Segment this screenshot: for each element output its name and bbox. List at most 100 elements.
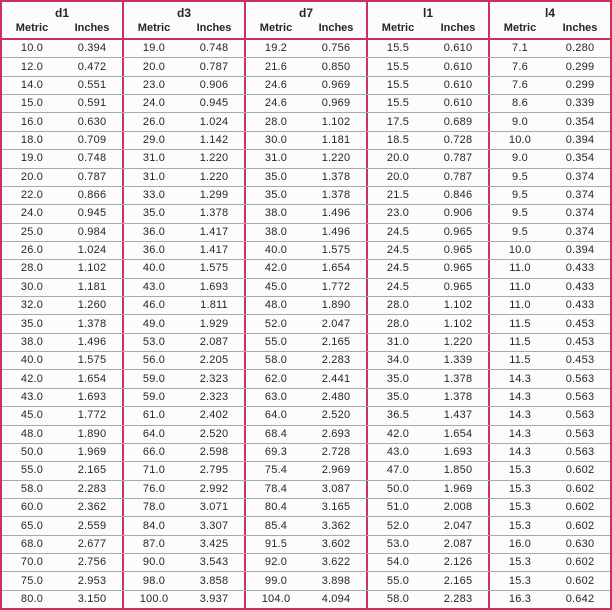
inches-value: 0.433 xyxy=(565,280,595,293)
metric-value: 24.0 xyxy=(142,97,166,110)
metric-value: 36.5 xyxy=(386,409,410,422)
row-group-d3: 53.0 2.087 xyxy=(124,333,246,352)
metric-value: 18.5 xyxy=(386,133,410,146)
table-row: 38.0 1.496 53.0 2.087 55.0 2.165 31.0 1.220 11.5… xyxy=(2,332,610,352)
inches-value: 0.602 xyxy=(565,501,595,514)
inches-value: 0.846 xyxy=(443,189,473,202)
row-group-d7: 31.0 1.220 xyxy=(246,150,368,168)
row-group-l4: 16.0 0.630 xyxy=(490,536,610,553)
metric-value: 59.0 xyxy=(142,391,166,403)
inches-value: 2.165 xyxy=(77,464,107,477)
row-group-d7: 21.6 0.850 xyxy=(246,58,368,76)
row-group-l1: 23.0 0.906 xyxy=(368,205,490,223)
metric-value: 38.0 xyxy=(264,225,288,238)
metric-value: 50.0 xyxy=(20,446,44,459)
row-group-d7: 38.0 1.496 xyxy=(246,205,368,223)
inches-value: 0.563 xyxy=(565,446,595,459)
table-row: 68.0 2.677 87.0 3.425 91.5 3.602 53.0 2.087 16.0… xyxy=(2,534,610,554)
row-group-l4: 15.3 0.602 xyxy=(490,572,610,589)
group-label-d1: d1 xyxy=(54,6,69,20)
inches-value: 1.378 xyxy=(443,391,473,403)
row-group-l4: 11.5 0.453 xyxy=(490,352,610,369)
inches-value: 3.622 xyxy=(321,556,351,569)
inches-value: 1.496 xyxy=(77,335,107,348)
inches-value: 0.394 xyxy=(77,42,107,55)
inches-value: 1.772 xyxy=(77,409,107,422)
inches-column-header: Inches xyxy=(318,22,354,34)
inches-column-header: Inches xyxy=(562,22,598,34)
metric-value: 15.5 xyxy=(386,42,410,55)
inches-value: 1.693 xyxy=(443,446,473,459)
row-group-l1: 36.5 1.437 xyxy=(368,407,490,425)
metric-column-header: Metric xyxy=(503,22,537,34)
metric-value: 17.5 xyxy=(386,115,410,128)
inches-value: 0.945 xyxy=(77,207,107,220)
inches-value: 1.693 xyxy=(77,391,107,403)
row-group-d1: 26.0 1.024 xyxy=(2,241,124,260)
row-group-d3: 59.0 2.323 xyxy=(124,370,246,388)
table-row: 80.0 3.150 100.0 3.937 104.0 4.094 58.0 2.283 16… xyxy=(2,589,610,609)
inches-value: 1.339 xyxy=(443,354,473,367)
metric-value: 23.0 xyxy=(386,207,410,220)
metric-value: 35.0 xyxy=(264,170,288,183)
metric-value: 38.0 xyxy=(20,335,44,348)
metric-value: 12.0 xyxy=(20,60,44,73)
inches-value: 0.756 xyxy=(321,42,351,55)
inches-value: 1.496 xyxy=(321,225,351,238)
metric-value: 69.3 xyxy=(264,446,288,459)
inches-value: 0.610 xyxy=(443,97,473,110)
metric-column-header: Metric xyxy=(15,22,49,34)
row-group-l4: 11.5 0.453 xyxy=(490,334,610,351)
metric-value: 91.5 xyxy=(264,537,288,550)
table-row: 60.0 2.362 78.0 3.071 80.4 3.165 51.0 2.008 15.3… xyxy=(2,497,610,517)
inches-value: 2.165 xyxy=(443,574,473,587)
group-label-d3: d3 xyxy=(176,6,191,20)
metric-value: 20.0 xyxy=(386,170,410,183)
metric-value: 10.0 xyxy=(508,244,532,257)
metric-value: 36.0 xyxy=(142,244,166,257)
metric-value: 22.0 xyxy=(20,189,44,202)
row-group-l1: 35.0 1.378 xyxy=(368,370,490,388)
row-group-l1: 50.0 1.969 xyxy=(368,480,490,498)
inches-value: 3.937 xyxy=(199,592,229,605)
row-group-d1: 16.0 0.630 xyxy=(2,113,124,131)
row-group-l1: 42.0 1.654 xyxy=(368,425,490,443)
table-row: 28.0 1.102 40.0 1.575 42.0 1.654 24.5 0.965 11.0… xyxy=(2,259,610,278)
metric-value: 84.0 xyxy=(142,519,166,532)
metric-value: 15.0 xyxy=(20,97,44,110)
metric-value: 11.0 xyxy=(509,262,531,275)
row-group-d1: 75.0 2.953 xyxy=(2,572,124,590)
inches-value: 0.630 xyxy=(565,537,595,550)
metric-value: 28.0 xyxy=(264,115,288,128)
row-group-d7: 48.0 1.890 xyxy=(246,297,368,315)
metric-value: 53.0 xyxy=(386,537,410,550)
inches-value: 1.378 xyxy=(77,317,107,330)
row-group-l1: 20.0 0.787 xyxy=(368,150,490,168)
inches-value: 0.787 xyxy=(443,170,473,183)
subheaders-l4: Metric Inches xyxy=(490,21,610,35)
metric-value: 31.0 xyxy=(386,335,410,348)
row-group-l1: 47.0 1.850 xyxy=(368,462,490,480)
metric-value: 54.0 xyxy=(386,556,410,569)
subheaders-d3: Metric Inches xyxy=(124,21,244,35)
metric-value: 35.0 xyxy=(20,317,44,330)
inches-value: 1.024 xyxy=(199,115,229,128)
row-group-d7: 24.6 0.969 xyxy=(246,76,368,95)
metric-value: 42.0 xyxy=(386,427,410,440)
inches-value: 0.602 xyxy=(565,464,595,477)
inches-value: 0.689 xyxy=(443,115,473,128)
inches-value: 0.374 xyxy=(565,207,595,220)
inches-value: 0.728 xyxy=(443,133,473,146)
metric-value: 55.0 xyxy=(20,464,44,477)
group-header-l1: l1 Metric Inches xyxy=(368,2,490,38)
metric-value: 15.3 xyxy=(508,556,532,569)
inches-value: 2.323 xyxy=(199,372,229,385)
inches-value: 1.378 xyxy=(321,189,351,202)
metric-value: 50.0 xyxy=(386,482,410,495)
metric-value: 45.0 xyxy=(264,280,288,293)
metric-value: 31.0 xyxy=(142,170,166,183)
table-header: d1 Metric Inches d3 Metric Inches d7 Met… xyxy=(2,2,610,40)
inches-value: 1.102 xyxy=(443,299,473,312)
metric-value: 7.6 xyxy=(512,60,528,73)
